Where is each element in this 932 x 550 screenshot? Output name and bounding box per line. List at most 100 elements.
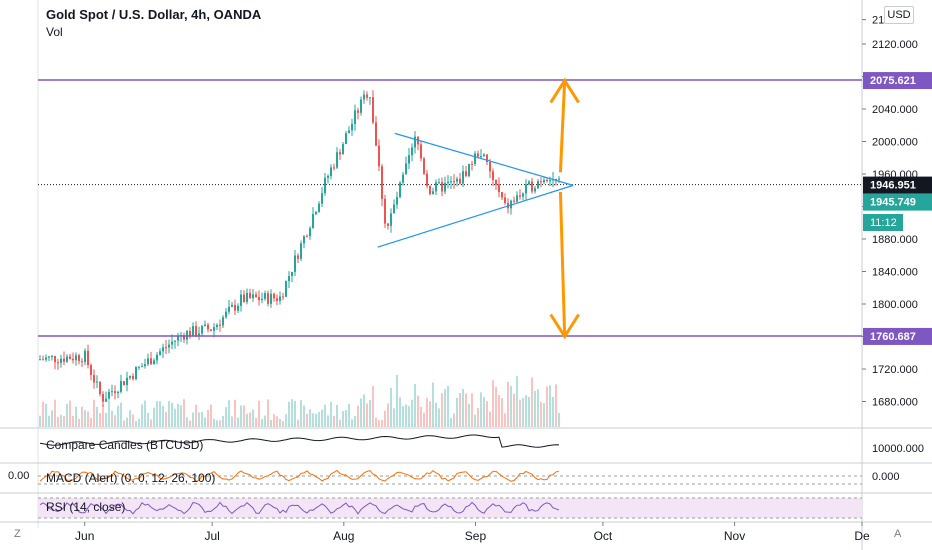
volume-bar [81,406,83,427]
rsi-indicator-label[interactable]: RSI (14, close) [46,500,126,514]
currency-button[interactable]: USD [884,6,914,24]
candle-body [240,294,242,306]
candle-body [423,158,425,174]
volume-bar [363,394,365,427]
projection-arrow-down [558,191,567,337]
price-tags-group: 2075.621 1760.687 1946.951 1945.749 11:12 [863,72,932,345]
candle-body [270,293,272,304]
volume-bar [375,417,377,427]
volume-bar [510,385,512,427]
volume-bar [522,397,524,427]
volume-bar [498,395,500,427]
volume-bar [132,414,134,427]
candle-body [519,195,521,197]
volume-bar [552,397,554,427]
price-tick-label: 1680.000 [872,397,918,409]
candle-body [309,228,311,237]
volume-bar [48,415,50,427]
volume-bar [87,411,89,427]
price-tick-label: 1880.000 [872,234,918,246]
candle-body [459,178,461,184]
auto-scale-z-button[interactable]: Z [14,528,21,540]
candle-body [111,391,113,393]
volume-bar [471,393,473,427]
symbol-title[interactable]: Gold Spot / U.S. Dollar, 4h, OANDA [46,7,262,22]
volume-bar [99,413,101,427]
volume-bar [270,419,272,427]
last-price-tag: 1945.749 [870,197,916,209]
volume-bar [168,400,170,427]
candle-body [207,324,209,330]
volume-bar [336,404,338,427]
volume-bar [393,408,395,427]
volume-bar [198,412,200,427]
price-tick-label: 1840.000 [872,267,918,279]
candle-body [351,123,353,131]
candle-body [495,179,497,185]
candle-body [411,147,413,156]
volume-bar [171,402,173,427]
candle-body [543,179,545,183]
volume-bar [378,420,380,427]
indicator-series [39,434,560,515]
current-price-tag: 1946.951 [870,180,916,192]
candle-body [288,276,290,282]
volume-bar [384,410,386,427]
volume-bar [39,415,41,427]
candle-body [489,162,491,172]
compare-indicator-label[interactable]: Compare Candles (BTCUSD) [46,438,204,452]
overlays-group[interactable] [38,77,862,340]
candle-body [177,335,179,341]
candle-body [504,197,506,203]
candle-body [531,181,533,192]
price-tick-label: 2120.000 [872,39,918,51]
volume-bar [411,399,413,427]
candle-body [54,356,56,363]
candle-body [195,326,197,336]
candle-body [291,271,293,277]
compare-btcusd-series [39,434,560,448]
volume-bar [519,399,521,427]
volume-bar [453,413,455,427]
candle-body [540,181,542,183]
volume-bar [66,403,68,427]
candle-body [117,391,119,394]
candle-body [144,364,146,367]
volume-bar [129,410,131,427]
candle-body [390,213,392,226]
auto-scale-a-button[interactable]: A [894,528,902,540]
price-tick-label: 2040.000 [872,104,918,116]
candle-body [201,326,203,334]
volume-bar [291,399,293,427]
candle-body [300,243,302,259]
candle-body [330,167,332,176]
volume-bar [354,415,356,427]
volume-bar [441,393,443,427]
volume-bar [180,405,182,427]
candle-body [522,193,524,197]
candle-body [348,130,350,134]
candle-body [78,355,80,362]
volume-bar [135,420,137,427]
candle-body [243,294,245,302]
candle-body [210,329,212,331]
macd-indicator-label[interactable]: MACD (Alert) (0, 0, 12, 26, 100) [46,471,216,485]
volume-bar [75,406,77,427]
candles-group[interactable] [39,90,560,407]
volume-label[interactable]: Vol [46,25,63,39]
volume-bar [432,382,434,427]
candle-body [204,324,206,327]
volume-bar [297,419,299,427]
candle-body [408,155,410,164]
volume-bar [90,418,92,427]
volume-bar [117,405,119,427]
price-tick-label: 2000.000 [872,137,918,149]
volume-bar [300,400,302,427]
volume-bar [333,416,335,427]
time-tick-label: Aug [333,529,354,543]
candle-body [426,173,428,186]
volume-bar [429,401,431,427]
candle-body [342,144,344,155]
